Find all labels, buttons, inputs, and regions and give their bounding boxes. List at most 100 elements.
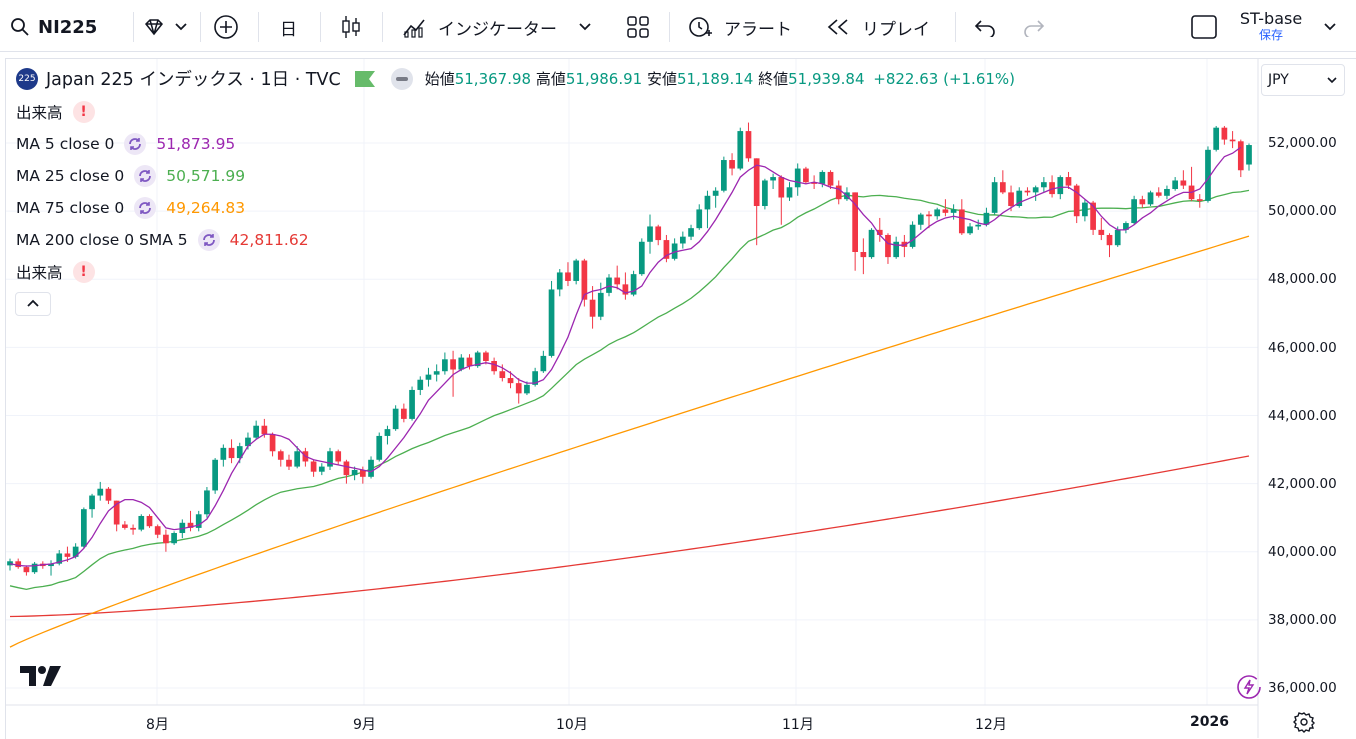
candle-body	[72, 546, 79, 557]
save-label: 保存	[1258, 28, 1283, 42]
candle-body	[122, 524, 128, 528]
symbol-legend: 225 Japan 225 インデックス · 1日 · TVC 始値51,367…	[16, 66, 1015, 91]
ma75-line	[9, 235, 1250, 648]
lightning-button[interactable]	[1236, 674, 1262, 704]
flag-icon	[354, 70, 375, 87]
candle-body	[597, 292, 604, 317]
ma5-line	[9, 146, 1242, 567]
candle-body	[1114, 229, 1121, 246]
lightning-circle-icon	[1237, 675, 1261, 699]
open-value: 51,367.98	[454, 70, 532, 88]
candle-body	[835, 185, 842, 200]
indicators-button[interactable]: インジケーター	[402, 9, 593, 45]
candle-body	[171, 533, 177, 544]
candle-body	[515, 383, 522, 394]
candle-body	[1016, 190, 1023, 207]
chart-settings-button[interactable]	[1293, 711, 1315, 737]
candle-body	[1213, 127, 1220, 150]
chart-pane[interactable]	[5, 58, 1356, 739]
candle-body	[926, 214, 932, 217]
ma25-legend-row[interactable]: MA 25 close 0 50,571.99	[16, 164, 245, 188]
candle-body	[581, 260, 588, 300]
symbol-title[interactable]: Japan 225 インデックス · 1日 · TVC	[46, 70, 341, 90]
candle-body	[1090, 202, 1096, 230]
layout-menu-button[interactable]	[1322, 9, 1338, 45]
volume-legend-row-2[interactable]: 出来高 !	[16, 260, 95, 284]
refresh-icon[interactable]	[134, 197, 157, 219]
tradingview-logo-icon	[20, 666, 61, 686]
candle-body	[7, 561, 13, 566]
candle-body	[359, 470, 366, 477]
ma75-value: 49,264.83	[166, 199, 246, 217]
layout-name-button[interactable]: ST-base 保存	[1236, 9, 1306, 43]
candles-icon	[342, 16, 360, 38]
warning-icon[interactable]: !	[72, 101, 95, 123]
x-tick-label: 8月	[146, 717, 169, 733]
candle-body	[958, 209, 965, 234]
replay-button[interactable]: リプレイ	[826, 9, 930, 45]
candle-body	[277, 451, 284, 460]
ma200-line	[9, 455, 1250, 618]
candle-body	[1147, 192, 1154, 205]
x-tick-label: 2026	[1190, 714, 1229, 730]
candle-body	[1164, 188, 1170, 196]
candle-body	[696, 209, 703, 229]
candle-body	[1221, 127, 1228, 140]
candle-body	[885, 234, 891, 258]
candle-body	[343, 461, 350, 476]
ma5-legend-row[interactable]: MA 5 close 0 51,873.95	[16, 132, 235, 156]
indicators-icon	[403, 19, 425, 38]
candle-body	[556, 272, 563, 290]
ma75-legend-row[interactable]: MA 75 close 0 49,264.83	[16, 196, 245, 220]
chevron-down-icon	[579, 23, 591, 31]
candle-body	[105, 488, 112, 501]
alert-button[interactable]: アラート	[686, 9, 792, 45]
warning-icon[interactable]: !	[72, 261, 95, 283]
replay-label: リプレイ	[862, 19, 930, 40]
diamond-dropdown-button[interactable]	[143, 9, 189, 45]
low-value: 51,189.14	[677, 70, 754, 88]
x-tick-label: 12月	[975, 717, 1007, 733]
candle-body	[688, 228, 694, 237]
high-value: 51,986.91	[565, 70, 643, 88]
chart-type-button[interactable]	[340, 9, 362, 45]
candle-body	[1041, 182, 1047, 188]
candle-body	[335, 451, 342, 462]
x-tick-label: 9月	[353, 717, 376, 733]
undo-button[interactable]	[973, 9, 997, 45]
tradingview-logo[interactable]	[20, 664, 62, 692]
redo-button[interactable]	[1022, 9, 1046, 45]
add-symbol-button[interactable]	[213, 9, 239, 45]
candle-body	[31, 563, 38, 573]
candle-body	[1106, 234, 1113, 246]
candle-body	[154, 526, 161, 535]
candle-body	[138, 515, 145, 530]
ma200-legend-row[interactable]: MA 200 close 0 SMA 5 42,811.62	[16, 228, 309, 252]
layout-name: ST-base	[1239, 9, 1303, 28]
candle-body	[56, 553, 63, 564]
x-tick-label: 10月	[556, 717, 588, 733]
candle-body	[212, 459, 218, 491]
candle-body	[89, 495, 95, 510]
candle-body	[647, 226, 653, 242]
candle-body	[852, 192, 858, 252]
currency-select[interactable]: JPY	[1261, 64, 1345, 96]
minus-circle-icon[interactable]	[390, 67, 413, 90]
collapse-legend-button[interactable]	[15, 292, 51, 316]
symbol-search-button[interactable]: NI225	[6, 9, 132, 45]
ma25-value: 50,571.99	[166, 167, 246, 185]
ma5-label: MA 5 close 0	[16, 135, 115, 153]
candle-body	[163, 534, 169, 544]
refresh-icon[interactable]	[124, 133, 147, 155]
interval-button[interactable]: 日	[280, 9, 297, 45]
volume-legend-row[interactable]: 出来高 !	[16, 100, 95, 124]
ma75-label: MA 75 close 0	[16, 199, 125, 217]
candle-body	[1098, 229, 1105, 235]
refresh-icon[interactable]	[134, 165, 157, 187]
refresh-icon[interactable]	[197, 229, 220, 251]
candle-body	[721, 160, 727, 191]
symbol-name: NI225	[38, 16, 98, 38]
layout-toggle-button[interactable]	[1190, 9, 1218, 45]
layout-grid-button[interactable]	[626, 9, 650, 45]
